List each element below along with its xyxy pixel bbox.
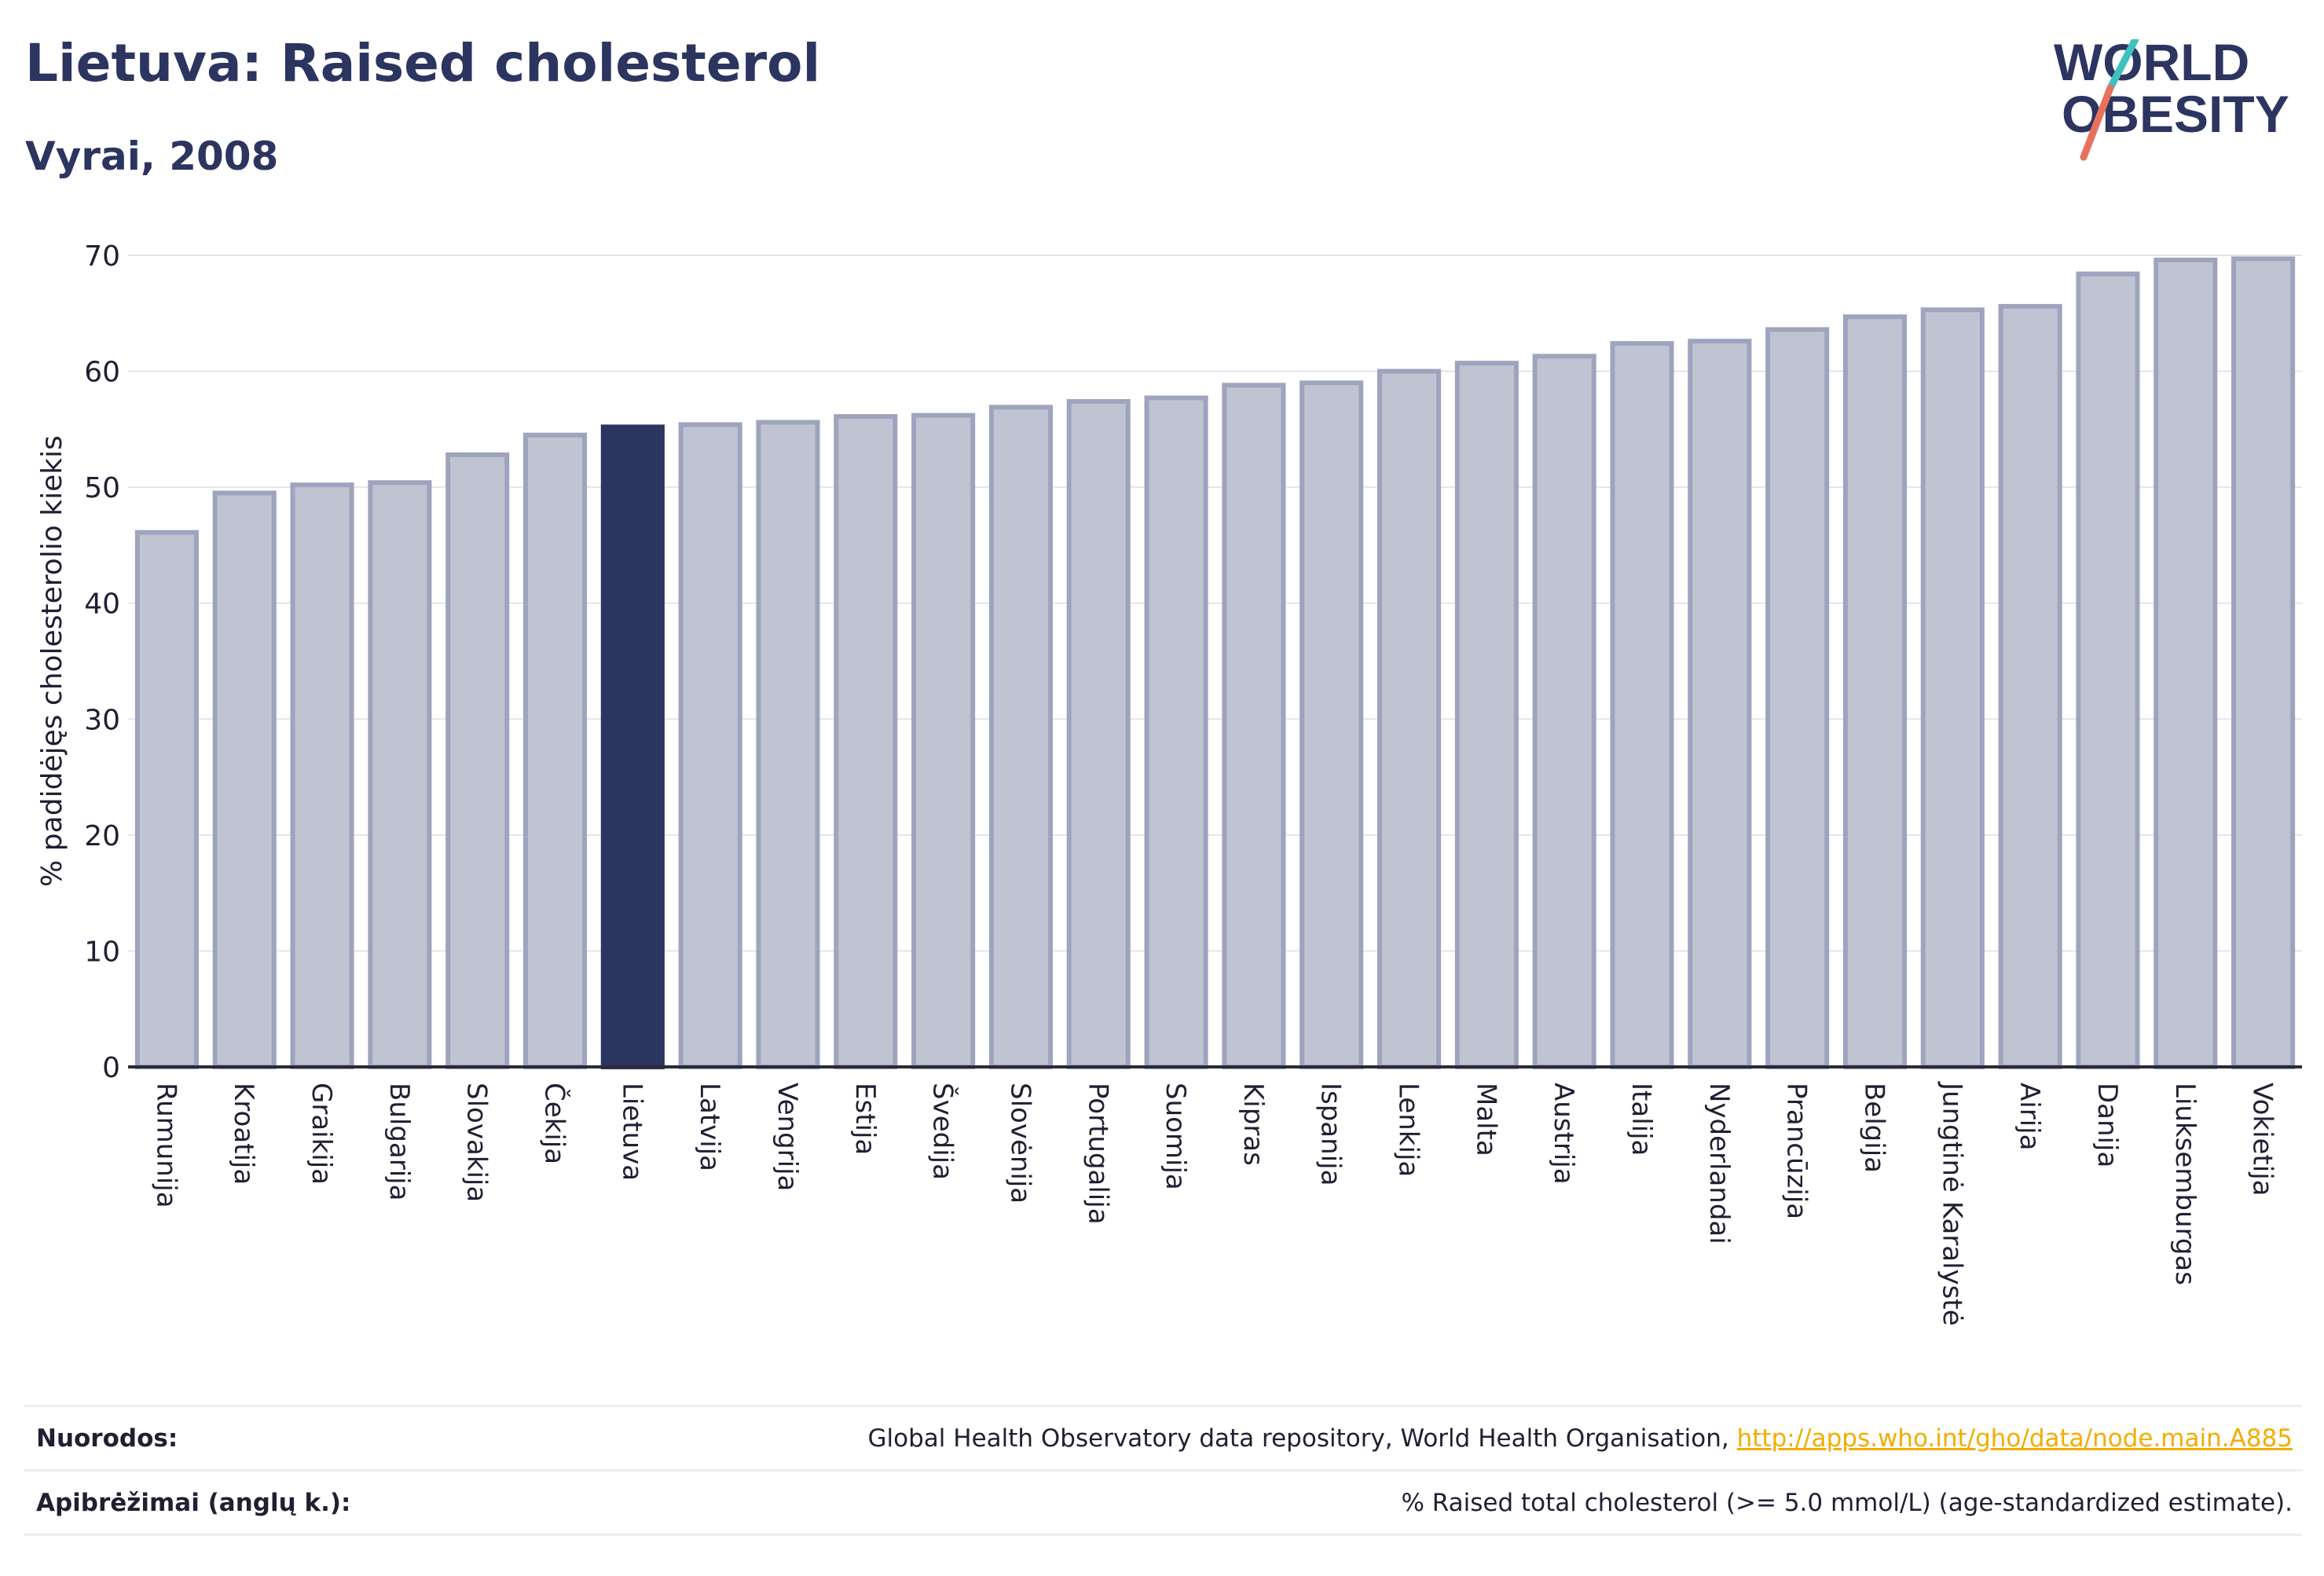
y-tick-labels: 0 10 20 30 40 50 60 70 (84, 240, 120, 1084)
x-tick-labels: Rumunija Kroatija Graikija Bulgarija Slovaki… (150, 1081, 2278, 1326)
x-tick-label: Bulgarija (383, 1083, 415, 1200)
x-tick-label: Vengrija (772, 1083, 803, 1191)
y-tick-label: 70 (84, 240, 120, 273)
x-tick-label: Portugalija (1082, 1083, 1113, 1225)
bar-estija (834, 414, 898, 1069)
bar-švedija (911, 412, 976, 1069)
bar-lietuva (600, 424, 665, 1069)
definitions-text: % Raised total cholesterol (>= 5.0 mmol/… (1401, 1489, 2293, 1517)
bar-vokietija (2231, 256, 2296, 1070)
bars (134, 256, 2296, 1070)
x-tick-label: Rumunija (150, 1083, 181, 1208)
x-tick-label: Liuksemburgas (2169, 1083, 2201, 1285)
y-tick-label: 20 (84, 820, 120, 852)
bar-bulgarija (368, 480, 432, 1069)
x-tick-label: Jungtinė Karalystė (1936, 1081, 1967, 1326)
chart-subtitle: Vyrai, 2008 (25, 134, 279, 179)
y-tick-label: 30 (84, 704, 120, 736)
logo-word-world: WORLD (2054, 39, 2249, 91)
bar-italija (1610, 341, 1674, 1069)
bar-slovėnija (988, 405, 1053, 1069)
definitions-label: Apibrėžimai (anglų k.): (36, 1489, 351, 1517)
x-tick-label: Ispanija (1315, 1083, 1347, 1186)
x-tick-label: Austrija (1548, 1083, 1579, 1185)
bar-ispanija (1299, 380, 1364, 1070)
chart-title: Lietuva: Raised cholesterol (25, 33, 821, 93)
bar-austrija (1532, 354, 1596, 1069)
footer-bottom-rule (24, 1534, 2302, 1536)
x-tick-label: Švedija (927, 1083, 959, 1180)
x-tick-label: Lietuva (616, 1083, 647, 1181)
x-tick-label: Danija (2091, 1083, 2123, 1167)
bar-suomija (1144, 395, 1208, 1069)
sources-text: Global Health Observatory data repositor… (867, 1424, 1737, 1453)
logo-slash-coral (2080, 84, 2114, 161)
bar-chart: 0 10 20 30 40 50 60 70 Rumunija Kroatija Graikija… (36, 240, 2302, 1326)
y-tick-label: 0 (102, 1052, 120, 1084)
sources-label: Nuorodos: (36, 1424, 178, 1453)
bar-vengrija (756, 420, 820, 1069)
sources-value: Global Health Observatory data repositor… (868, 1424, 2293, 1453)
x-tick-label: Čekija (539, 1083, 571, 1164)
bar-čekija (522, 432, 588, 1069)
sources-row: Nuorodos: Global Health Observatory data… (24, 1405, 2302, 1470)
world-obesity-logo: WORLD OBESITY (2054, 39, 2289, 161)
x-tick-label: Nyderlandai (1703, 1083, 1735, 1244)
bar-kroatija (212, 490, 277, 1069)
bar-prancūzija (1765, 327, 1830, 1069)
x-tick-label: Italija (1626, 1083, 1657, 1156)
x-tick-label: Airija (2014, 1083, 2045, 1150)
bar-danija (2076, 271, 2140, 1069)
bar-slovakija (445, 452, 510, 1069)
bar-belgija (1842, 314, 1908, 1070)
bar-kipras (1222, 383, 1286, 1069)
sources-link[interactable]: http://apps.who.int/gho/data/node.main.A… (1736, 1424, 2293, 1453)
bar-graikija (290, 482, 354, 1069)
x-tick-label: Suomija (1160, 1083, 1191, 1190)
y-tick-label: 10 (84, 936, 120, 968)
logo-slash-teal (2106, 39, 2139, 92)
bar-lenkija (1377, 368, 1442, 1070)
y-tick-label: 50 (84, 472, 120, 504)
bar-rumunija (134, 530, 199, 1069)
x-tick-label: Slovakija (461, 1083, 493, 1202)
x-tick-label: Kroatija (228, 1083, 259, 1185)
x-tick-label: Malta (1470, 1083, 1501, 1156)
x-tick-label: Lenkija (1393, 1083, 1424, 1177)
x-tick-label: Graikija (306, 1083, 337, 1185)
bar-nyderlandai (1688, 339, 1752, 1069)
x-tick-label: Estija (849, 1083, 881, 1155)
bar-malta (1454, 361, 1519, 1069)
bar-airija (1998, 303, 2062, 1069)
x-tick-label: Kipras (1237, 1083, 1269, 1166)
bar-liuksemburgas (2154, 257, 2218, 1070)
y-axis-label: % padidėjęs cholesterolio kiekis (36, 435, 68, 887)
bar-portugalija (1066, 398, 1131, 1069)
x-tick-label: Belgija (1858, 1083, 1890, 1173)
x-tick-label: Slovėnija (1004, 1083, 1036, 1204)
bar-latvija (678, 422, 742, 1069)
y-tick-label: 40 (84, 588, 120, 621)
x-tick-label: Prancūzija (1781, 1083, 1813, 1219)
y-tick-label: 60 (84, 357, 120, 389)
x-tick-label: Vokietija (2247, 1083, 2278, 1197)
bar-jungtinė-karalystė (1920, 307, 1985, 1069)
definitions-row: Apibrėžimai (anglų k.): % Raised total c… (24, 1469, 2302, 1534)
x-tick-label: Latvija (694, 1083, 725, 1171)
